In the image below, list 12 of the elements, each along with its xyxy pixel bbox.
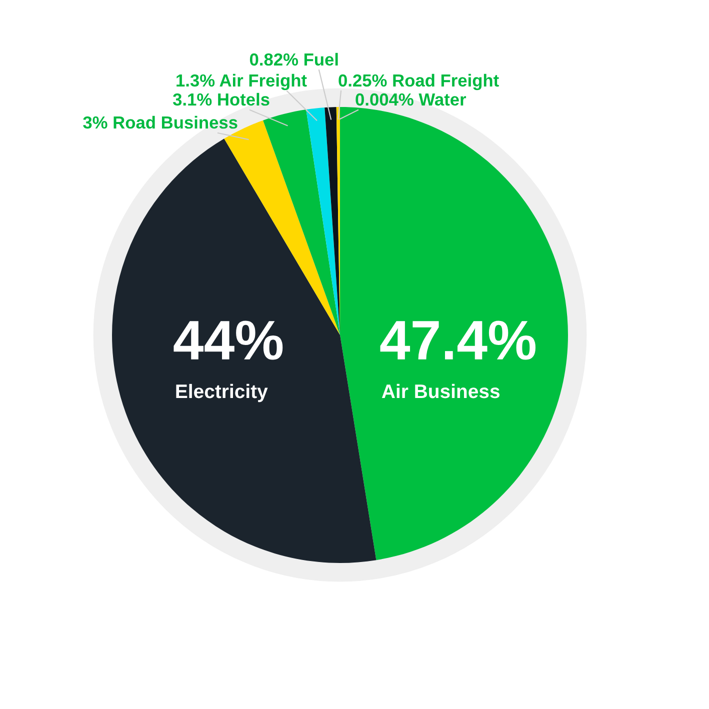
slice-label: Electricity: [176, 384, 268, 402]
slice-label: 1.3% Air Freight: [176, 74, 307, 90]
slice-label: 3% Road Business: [83, 116, 238, 129]
pie-slice: [112, 138, 376, 563]
slice-label: 0.004% Water: [356, 93, 466, 106]
slice-label: Air Business: [382, 384, 500, 398]
slice-label: 0.25% Road Freight: [338, 74, 499, 90]
slice-label: 0.82% Fuel: [250, 52, 338, 66]
data-label: 47.4%: [380, 320, 536, 360]
pie-slice: [306, 108, 340, 335]
slice-label: 3.1% Hotels: [172, 92, 270, 106]
data-label: 44%: [174, 320, 283, 360]
